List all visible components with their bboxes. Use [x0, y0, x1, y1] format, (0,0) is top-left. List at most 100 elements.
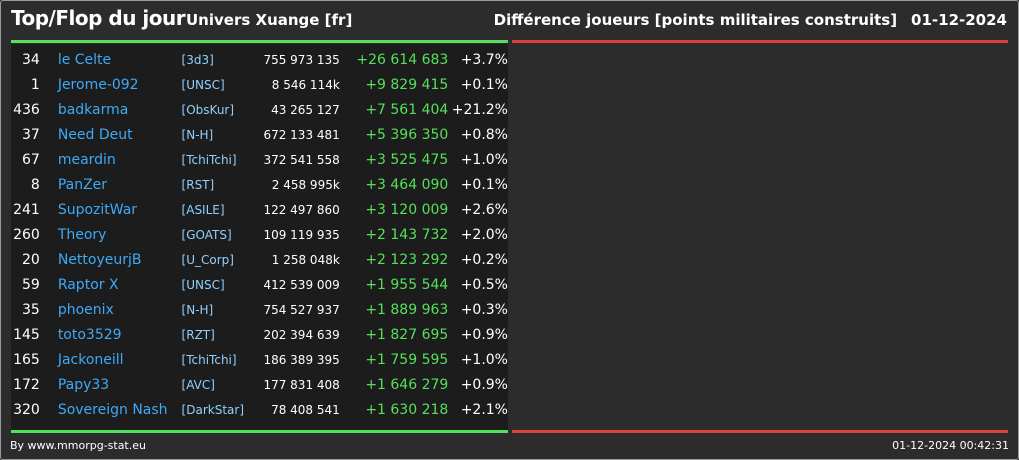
- table-row: 145 toto3529 [RZT] 202 394 639 +1 827 695 +0.…: [11, 322, 508, 347]
- player-name-link[interactable]: Sovereign Nash: [57, 401, 168, 418]
- player-name-link[interactable]: Papy33: [57, 376, 110, 393]
- points-difference: +1 827 695: [365, 326, 449, 343]
- points-difference: +3 120 009: [365, 201, 449, 218]
- player-name-link[interactable]: le Celte: [57, 51, 112, 68]
- percent-change: +0.8%: [460, 126, 508, 143]
- player-rank: 260: [13, 226, 40, 243]
- percent-change: +0.9%: [460, 376, 508, 393]
- table-row: 37 Need Deut [N-H] 672 133 481 +5 396 350 +0.…: [11, 122, 508, 147]
- table-row: 172 Papy33 [AVC] 177 831 408 +1 646 279 +0.9%: [11, 372, 508, 397]
- alliance-tag-link[interactable]: [GOATS]: [181, 227, 232, 242]
- top-players-table: 34 le Celte [3d3] 755 973 135 +26 614 683 +3.…: [11, 47, 508, 422]
- player-points: 2 458 995k: [271, 177, 340, 192]
- player-points: 672 133 481: [263, 127, 340, 142]
- alliance-tag-link[interactable]: [ObsKur]: [181, 102, 235, 117]
- points-difference: +26 614 683: [356, 51, 449, 68]
- points-difference: +5 396 350: [365, 126, 449, 143]
- player-rank: 8: [30, 176, 40, 193]
- player-rank: 67: [21, 151, 40, 168]
- table-row: 320 Sovereign Nash [DarkStar] 78 408 541 +1 …: [11, 397, 508, 422]
- player-rank: 1: [30, 76, 40, 93]
- header-date: 01-12-2024: [911, 11, 1007, 29]
- player-name-link[interactable]: badkarma: [57, 101, 129, 118]
- player-points: 412 539 009: [263, 277, 340, 292]
- player-name-link[interactable]: Raptor X: [57, 276, 119, 293]
- percent-change: +1.0%: [460, 351, 508, 368]
- header-right: Différence joueurs [points militaires co…: [494, 11, 1007, 29]
- player-name-link[interactable]: NettoyeurjB: [57, 251, 142, 268]
- alliance-tag-link[interactable]: [AVC]: [181, 377, 215, 392]
- player-points: 186 389 395: [263, 352, 340, 367]
- percent-change: +21.2%: [451, 101, 508, 118]
- player-rank: 172: [13, 376, 40, 393]
- points-difference: +3 464 090: [365, 176, 449, 193]
- bottom-divider-green: [11, 430, 508, 433]
- player-rank: 34: [21, 51, 40, 68]
- top-players-panel: 34 le Celte [3d3] 755 973 135 +26 614 683 +3.…: [11, 44, 508, 430]
- percent-change: +2.1%: [460, 401, 508, 418]
- player-points: 202 394 639: [263, 327, 340, 342]
- player-points: 43 265 127: [271, 102, 340, 117]
- percent-change: +0.3%: [460, 301, 508, 318]
- points-difference: +1 646 279: [365, 376, 449, 393]
- player-name-link[interactable]: Jerome-092: [57, 76, 139, 93]
- table-row: 260 Theory [GOATS] 109 119 935 +2 143 732 +2.…: [11, 222, 508, 247]
- alliance-tag-link[interactable]: [RZT]: [181, 327, 215, 342]
- alliance-tag-link[interactable]: [UNSC]: [181, 277, 225, 292]
- alliance-tag-link[interactable]: [UNSC]: [181, 77, 225, 92]
- table-row: 436 badkarma [ObsKur] 43 265 127 +7 561 404 +…: [11, 97, 508, 122]
- points-difference: +3 525 475: [365, 151, 449, 168]
- player-name-link[interactable]: Jackoneill: [57, 351, 124, 368]
- generated-timestamp: 01-12-2024 00:42:31: [892, 439, 1009, 452]
- player-name-link[interactable]: phoenix: [57, 301, 114, 318]
- player-name-link[interactable]: meardin: [57, 151, 116, 168]
- alliance-tag-link[interactable]: [RST]: [181, 177, 215, 192]
- universe-label: Univers Xuange [fr]: [186, 11, 353, 29]
- alliance-tag-link[interactable]: [TchiTchi]: [181, 152, 237, 167]
- player-rank: 165: [13, 351, 40, 368]
- percent-change: +3.7%: [460, 51, 508, 68]
- percent-change: +0.1%: [460, 76, 508, 93]
- table-row: 8 PanZer [RST] 2 458 995k +3 464 090 +0.1%: [11, 172, 508, 197]
- points-difference: +1 630 218: [365, 401, 449, 418]
- alliance-tag-link[interactable]: [ASILE]: [181, 202, 225, 217]
- alliance-tag-link[interactable]: [3d3]: [181, 52, 214, 67]
- top-divider-red: [512, 40, 1008, 43]
- table-row: 67 meardin [TchiTchi] 372 541 558 +3 525 475…: [11, 147, 508, 172]
- percent-change: +0.5%: [460, 276, 508, 293]
- player-points: 78 408 541: [271, 402, 340, 417]
- table-row: 59 Raptor X [UNSC] 412 539 009 +1 955 544 +0.…: [11, 272, 508, 297]
- points-difference: +2 143 732: [365, 226, 449, 243]
- percent-change: +1.0%: [460, 151, 508, 168]
- player-rank: 35: [21, 301, 40, 318]
- points-difference: +7 561 404: [365, 101, 449, 118]
- alliance-tag-link[interactable]: [TchiTchi]: [181, 352, 237, 367]
- table-row: 241 SupozitWar [ASILE] 122 497 860 +3 120 00…: [11, 197, 508, 222]
- table-row: 1 Jerome-092 [UNSC] 8 546 114k +9 829 415 +0.…: [11, 72, 508, 97]
- percent-change: +2.0%: [460, 226, 508, 243]
- percent-change: +0.2%: [460, 251, 508, 268]
- player-name-link[interactable]: toto3529: [57, 326, 122, 343]
- table-row: 165 Jackoneill [TchiTchi] 186 389 395 +1 759…: [11, 347, 508, 372]
- player-name-link[interactable]: Need Deut: [57, 126, 133, 143]
- alliance-tag-link[interactable]: [U_Corp]: [181, 252, 234, 267]
- alliance-tag-link[interactable]: [N-H]: [181, 127, 214, 142]
- player-points: 372 541 558: [263, 152, 340, 167]
- player-name-link[interactable]: PanZer: [57, 176, 108, 193]
- top-divider-green: [11, 40, 508, 43]
- player-name-link[interactable]: SupozitWar: [57, 201, 138, 218]
- player-points: 754 527 937: [263, 302, 340, 317]
- player-rank: 59: [21, 276, 40, 293]
- player-points: 109 119 935: [263, 227, 340, 242]
- alliance-tag-link[interactable]: [DarkStar]: [181, 402, 244, 417]
- percent-change: +2.6%: [460, 201, 508, 218]
- alliance-tag-link[interactable]: [N-H]: [181, 302, 214, 317]
- player-rank: 320: [13, 401, 40, 418]
- player-points: 755 973 135: [263, 52, 340, 67]
- site-credit-link[interactable]: By www.mmorpg-stat.eu: [10, 439, 146, 452]
- player-name-link[interactable]: Theory: [57, 226, 107, 243]
- player-points: 177 831 408: [263, 377, 340, 392]
- flop-players-panel: [512, 44, 1008, 430]
- table-row: 20 NettoyeurjB [U_Corp] 1 258 048k +2 123 29…: [11, 247, 508, 272]
- points-difference: +1 955 544: [365, 276, 449, 293]
